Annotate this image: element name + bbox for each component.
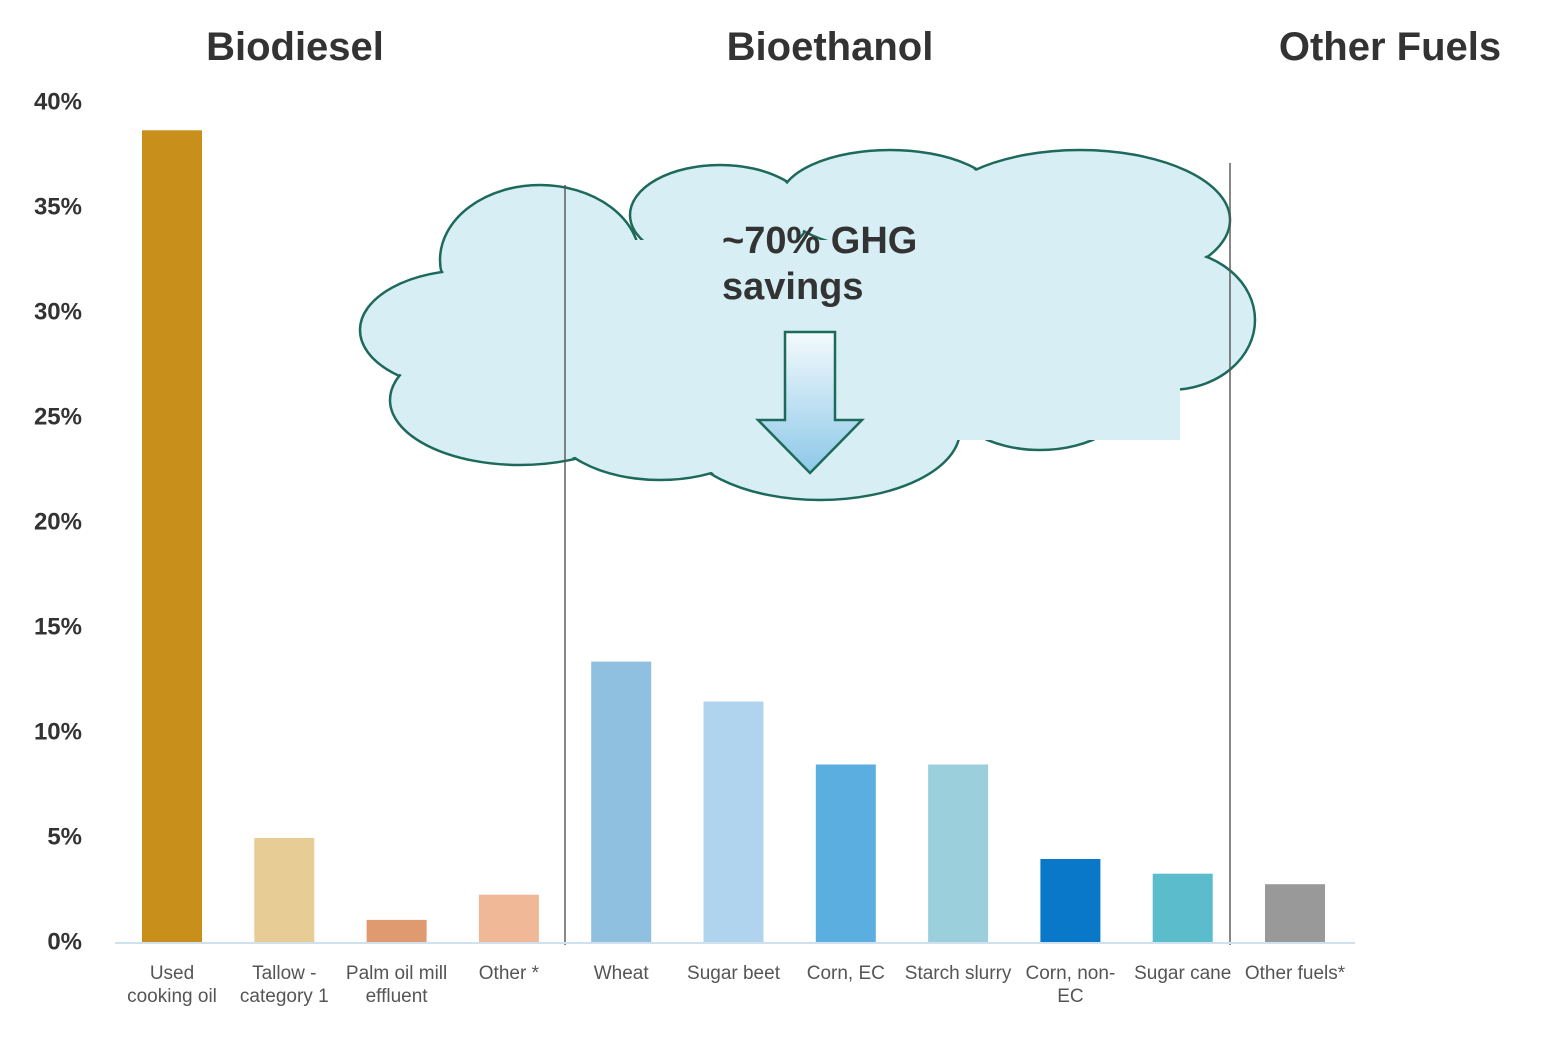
y-tick-label: 35% bbox=[34, 193, 82, 220]
x-tick-label: Wheat bbox=[593, 963, 649, 984]
x-tick-label: Tallow - category 1 bbox=[239, 963, 329, 1007]
annotation: ~70% GHG savings bbox=[722, 220, 918, 308]
y-tick-label: 0% bbox=[47, 928, 82, 955]
bar bbox=[591, 661, 652, 943]
bar bbox=[366, 919, 427, 943]
bar bbox=[254, 838, 315, 943]
bar bbox=[478, 894, 539, 943]
x-tick-label: Other fuels* bbox=[1244, 963, 1346, 984]
bar bbox=[928, 764, 989, 943]
y-tick-label: 20% bbox=[34, 508, 82, 535]
bar bbox=[1040, 859, 1101, 943]
bar bbox=[1152, 873, 1213, 943]
y-tick-label: 40% bbox=[34, 88, 82, 115]
bar bbox=[1265, 884, 1325, 943]
group-label: Bioethanol bbox=[726, 25, 934, 69]
x-tick-label: Corn, non-EC bbox=[1025, 963, 1116, 1007]
x-tick-label: Used cooking oil bbox=[127, 963, 217, 1007]
y-tick-label: 5% bbox=[47, 823, 82, 850]
y-tick-label: 25% bbox=[34, 403, 82, 430]
y-tick-label: 30% bbox=[34, 298, 82, 325]
cloud-fill bbox=[362, 152, 1253, 498]
group-label: Biodiesel bbox=[206, 25, 384, 69]
x-tick-label: Sugar cane bbox=[1134, 963, 1232, 984]
x-tick-label: Starch slurry bbox=[904, 963, 1012, 984]
x-tick-label: Sugar beet bbox=[687, 963, 780, 984]
x-tick-label: Corn, EC bbox=[806, 963, 885, 984]
y-tick-label: 10% bbox=[34, 718, 82, 745]
x-tick-label: Other * bbox=[478, 963, 539, 984]
bar bbox=[703, 701, 764, 943]
bar bbox=[142, 130, 202, 944]
bars bbox=[142, 130, 1325, 944]
y-tick-label: 15% bbox=[34, 613, 82, 640]
bar bbox=[815, 764, 876, 943]
arrow bbox=[755, 330, 865, 475]
group-label: Other Fuels bbox=[1278, 25, 1502, 69]
x-tick-label: Palm oil mill effluent bbox=[345, 963, 448, 1007]
